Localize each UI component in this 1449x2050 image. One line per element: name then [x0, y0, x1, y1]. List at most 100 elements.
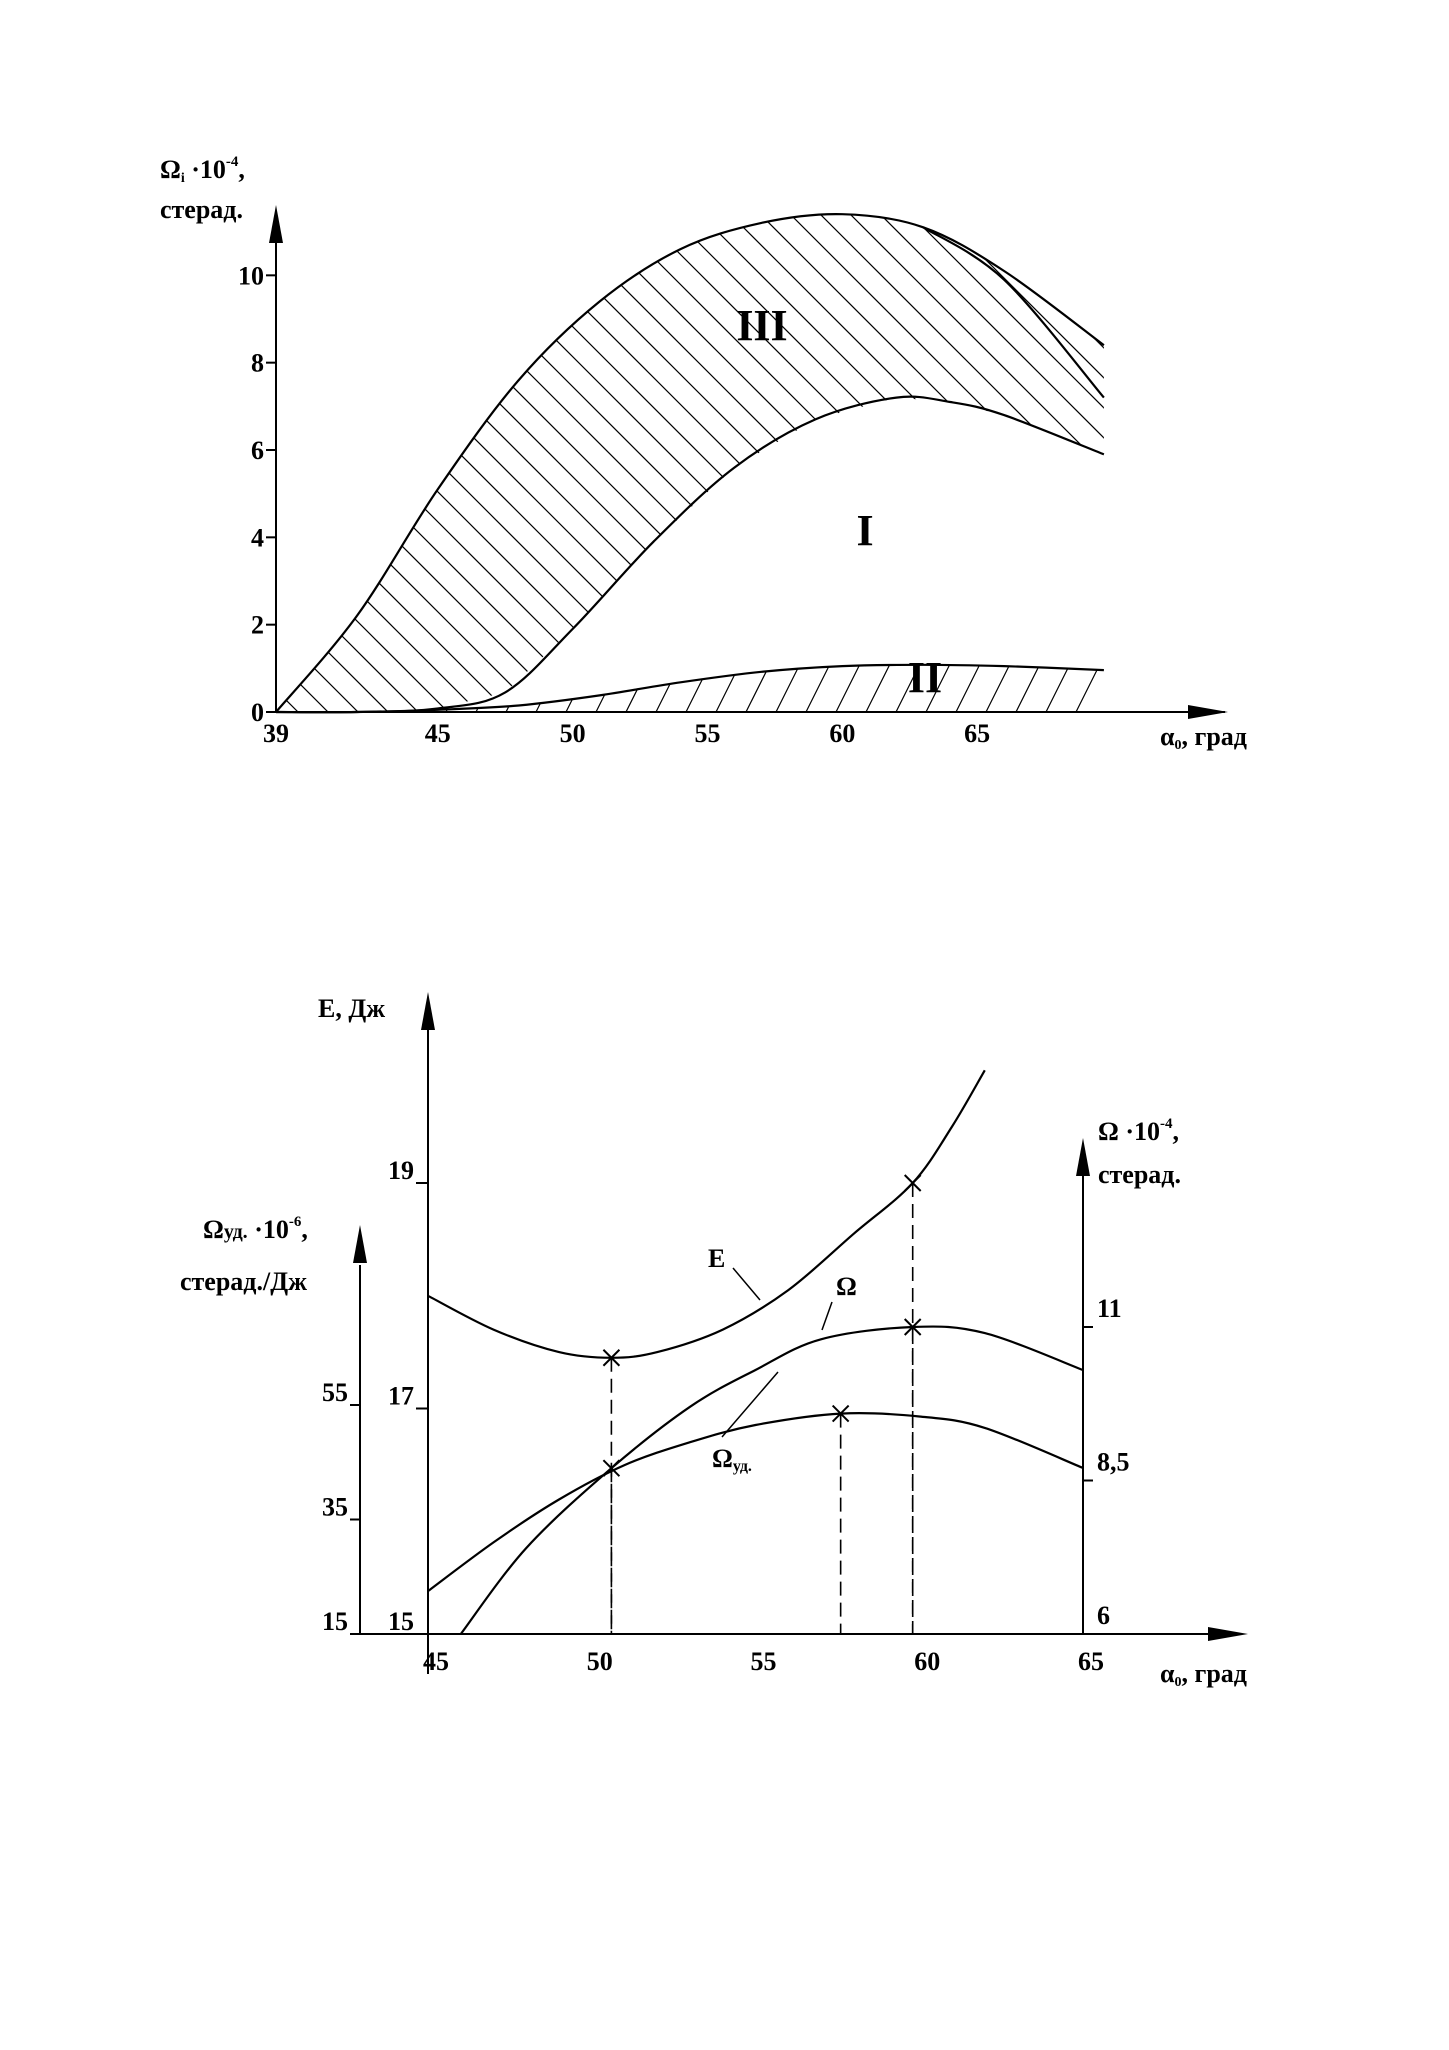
hatch-line: [1416, 150, 1449, 850]
x-tick-label: 45: [425, 719, 451, 748]
hatch-line: [0, 150, 16, 850]
y-omega-tick-label: 11: [1097, 1294, 1122, 1323]
curve-upper: [275, 213, 1105, 713]
hatch-line: [276, 214, 407, 712]
x-axis-arrow-icon: [1188, 705, 1228, 719]
y-axis-omega-title: Ω ·10-4,: [1098, 1116, 1179, 1146]
curve-label-leader: [732, 1267, 761, 1301]
y-tick-label: 4: [251, 523, 264, 552]
hatch-line: [905, 664, 967, 713]
y-axis-specific-arrow-icon: [353, 1225, 367, 1263]
hatch-line: [1386, 150, 1449, 850]
marker-x-icon: [602, 1349, 621, 1367]
hatch-line: [995, 664, 1057, 713]
hatch-line: [276, 214, 887, 712]
y-axis-specific-unit: стерад./Дж: [180, 1267, 307, 1296]
hatch-line: [1326, 150, 1449, 850]
hatch-line: [755, 214, 1104, 712]
hatch-line: [0, 150, 76, 850]
x-tick-label: 55: [751, 1647, 777, 1676]
y-tick-label: 6: [251, 436, 264, 465]
x-axis-arrow-icon: [1208, 1627, 1248, 1641]
x-tick-label: 45: [423, 1647, 449, 1676]
hatch-line: [276, 214, 977, 712]
hatch-line: [276, 214, 827, 712]
hatch-line: [276, 214, 377, 712]
hatch-line: [1055, 664, 1104, 713]
hatch-line: [0, 150, 256, 850]
hatch-line: [276, 214, 467, 712]
hatch-line: [665, 214, 1104, 712]
curve-label: E: [708, 1244, 725, 1273]
y-specific-tick-label: 35: [322, 1493, 348, 1522]
hatch-line: [815, 214, 1104, 712]
y-axis-unit: стерад.: [160, 195, 243, 224]
y-axis-E-title: E, Дж: [318, 994, 385, 1023]
hatch-line: [276, 214, 617, 712]
y-tick-label: 8: [251, 349, 264, 378]
chart-2: 15 17 19 15 35 55 6 8,5 11 45 50 55 60 65 E, Дж Ωуд. ·1…: [180, 992, 1248, 1690]
x-tick-label: 55: [694, 719, 720, 748]
hatch-line: [1266, 632, 1326, 752]
y-axis-title: Ωi ·10-4,: [160, 154, 245, 186]
hatch-line: [395, 214, 1097, 712]
x-axis-title: α0, град: [1160, 1659, 1247, 1690]
hatch-line: [276, 214, 737, 712]
hatch-line: [1085, 214, 1104, 712]
region-label-III: III: [736, 301, 787, 350]
hatch-line: [1266, 150, 1449, 850]
y-tick-label: 0: [251, 698, 264, 727]
hatch-line: [875, 214, 1104, 712]
curve-omega-specific: [427, 1412, 1084, 1592]
curve-label-leader: [721, 1371, 779, 1438]
x-tick-label: 65: [964, 719, 990, 748]
curve-upper-inner: [922, 226, 1105, 399]
hatch-line: [635, 664, 697, 713]
hatch-line: [276, 214, 347, 712]
hatch-line: [485, 664, 547, 713]
hatch-line: [425, 214, 1104, 712]
hatch-line: [276, 214, 797, 712]
hatch-line: [276, 214, 437, 712]
hatch-line: [276, 214, 707, 712]
y-specific-tick-label: 55: [322, 1378, 348, 1407]
y-axis-E-arrow-icon: [421, 992, 435, 1030]
hatch-line: [515, 214, 1104, 712]
hatch-line: [276, 214, 287, 712]
hatch-line: [845, 664, 907, 713]
marker-x-icon: [903, 1174, 922, 1192]
curve-omega: [459, 1325, 1084, 1635]
hatch-line: [1356, 150, 1449, 850]
hatch-line: [1055, 214, 1104, 712]
hatch-line: [695, 664, 757, 713]
hatch-line: [1296, 150, 1449, 850]
y-axis-arrow-icon: [269, 205, 283, 243]
y-axis-specific-title: Ωуд. ·10-6,: [203, 1214, 308, 1244]
hatch-line: [365, 664, 427, 713]
curve-label: Ω: [836, 1272, 857, 1301]
x-tick-label: 39: [263, 719, 289, 748]
hatch-line: [0, 150, 46, 850]
hatch-line: [755, 664, 817, 713]
y-omega-tick-label: 8,5: [1097, 1448, 1130, 1477]
hatch-line: [276, 214, 497, 712]
marker-x-icon: [602, 1459, 621, 1477]
y-specific-tick-label: 15: [322, 1607, 348, 1636]
hatch-line: [665, 664, 727, 713]
marker-x-icon: [831, 1404, 850, 1423]
y-omega-tick-label: 6: [1097, 1601, 1110, 1630]
y-E-tick-label: 17: [388, 1382, 414, 1411]
hatch-line: [815, 664, 877, 713]
hatch-line: [1025, 664, 1087, 713]
hatch-line: [1236, 150, 1449, 850]
hatch-line: [875, 664, 937, 713]
chart-1: 0 2 4 6 8 10 39 45 50 55 60 65 Ωi ·10-4, стерад. α0, г…: [0, 150, 1449, 850]
region-label-I: I: [856, 506, 873, 555]
y-axis-omega-unit: стерад.: [1098, 1160, 1181, 1189]
marker-x-icon: [903, 1318, 922, 1336]
y-E-tick-label: 19: [388, 1156, 414, 1185]
hatch-line: [695, 214, 1104, 712]
hatch-line: [605, 664, 667, 713]
